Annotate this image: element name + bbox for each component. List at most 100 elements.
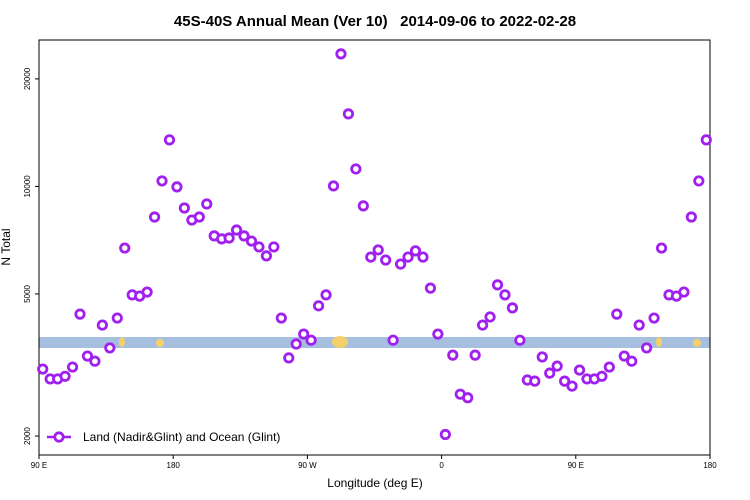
point <box>74 308 86 320</box>
point <box>327 180 340 192</box>
point <box>305 334 317 346</box>
point <box>238 230 250 242</box>
point <box>462 392 474 404</box>
y-tick-label: 5000 <box>23 284 32 302</box>
point <box>469 349 481 361</box>
point <box>178 202 190 214</box>
point <box>275 312 287 324</box>
point <box>148 211 161 223</box>
point <box>484 311 496 323</box>
point <box>141 286 153 298</box>
point <box>626 355 638 367</box>
land-patch <box>119 337 125 347</box>
point <box>693 175 705 187</box>
land-ocean-strip <box>39 337 710 348</box>
point <box>477 319 489 331</box>
point <box>104 342 116 354</box>
point <box>253 241 265 253</box>
point <box>499 289 511 301</box>
point <box>641 342 653 354</box>
x-tick-label: 0 <box>439 461 444 470</box>
point <box>544 367 556 379</box>
point <box>409 245 422 257</box>
y-tick-label: 10000 <box>23 175 32 198</box>
point <box>648 312 660 324</box>
land-patch <box>693 339 701 347</box>
point <box>618 350 630 362</box>
point <box>491 279 504 291</box>
point <box>603 361 615 373</box>
point <box>201 198 213 210</box>
point <box>417 251 429 263</box>
point <box>372 244 384 256</box>
point <box>193 211 205 223</box>
point <box>700 134 712 146</box>
point <box>283 352 295 364</box>
point <box>89 355 101 367</box>
point <box>290 338 302 350</box>
land-patch <box>156 339 164 347</box>
point <box>163 134 176 146</box>
y-tick-label: 2000 <box>23 427 32 445</box>
y-tick-label: 20000 <box>23 67 32 90</box>
point <box>335 48 347 60</box>
point <box>611 308 623 320</box>
point <box>357 200 369 212</box>
point <box>529 375 541 387</box>
point <box>402 251 414 263</box>
point <box>536 351 548 363</box>
point <box>156 175 168 187</box>
legend-marker <box>53 431 65 443</box>
point <box>81 350 94 362</box>
point <box>685 211 697 223</box>
point <box>37 363 49 375</box>
point <box>394 258 407 270</box>
point <box>596 370 608 382</box>
point <box>380 254 392 266</box>
point <box>66 361 79 373</box>
chart-title: 45S-40S Annual Mean (Ver 10) 2014-09-06 … <box>174 13 576 30</box>
land-patches <box>119 336 701 348</box>
point <box>119 242 131 254</box>
x-tick-label: 90 E <box>31 461 47 470</box>
point <box>566 380 578 392</box>
point <box>439 428 451 441</box>
point <box>514 334 526 346</box>
point <box>365 251 377 263</box>
point <box>320 289 332 301</box>
point <box>350 163 362 175</box>
plot-frame <box>38 39 711 456</box>
point <box>298 328 310 340</box>
point <box>551 360 563 372</box>
point <box>633 319 645 331</box>
point <box>260 250 272 262</box>
point <box>223 232 235 244</box>
point <box>573 364 586 376</box>
point <box>432 328 444 340</box>
land-patch <box>332 336 348 348</box>
point <box>230 224 243 236</box>
point <box>678 286 690 298</box>
x-tick-label: 90 E <box>568 461 584 470</box>
point <box>111 312 123 324</box>
y-axis-label: N Total <box>0 228 13 265</box>
point <box>245 235 258 247</box>
x-tick-label: 180 <box>167 461 181 470</box>
point <box>447 349 459 361</box>
point <box>506 302 519 314</box>
point <box>387 334 399 346</box>
legend-label: Land (Nadir&Glint) and Ocean (Glint) <box>83 430 280 444</box>
point <box>312 300 325 312</box>
point <box>559 375 571 387</box>
point <box>424 282 437 294</box>
land-patch <box>656 337 662 347</box>
x-axis-label: Longitude (deg E) <box>327 476 422 490</box>
point <box>96 319 108 331</box>
point <box>268 241 280 253</box>
point <box>171 181 183 193</box>
point <box>655 242 668 254</box>
x-tick-label: 90 W <box>298 461 317 470</box>
point <box>342 108 355 120</box>
